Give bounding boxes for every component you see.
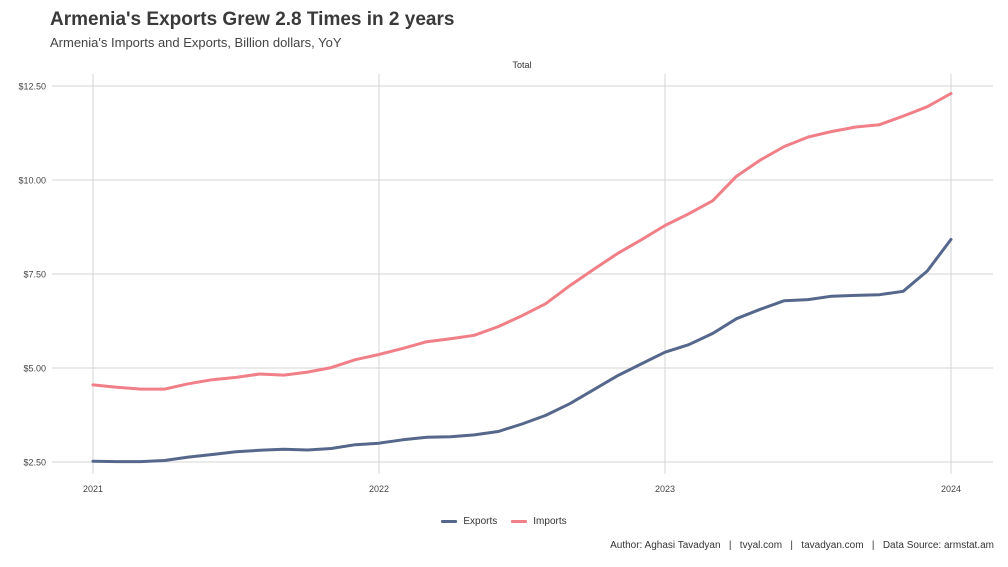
series-line-imports <box>91 92 953 391</box>
series-line-exports <box>91 237 953 464</box>
y-tick-label: $2.50 <box>23 458 46 468</box>
caption: Author: Aghasi Tavadyan | tvyal.com | ta… <box>610 540 994 551</box>
facet-label: Total <box>512 60 531 70</box>
legend-item-imports: Imports <box>511 516 567 527</box>
x-tick-label: 2024 <box>941 484 961 494</box>
legend-swatch-imports <box>511 520 528 523</box>
legend-swatch-exports <box>441 520 458 523</box>
legend-label-imports: Imports <box>533 516 567 527</box>
x-tick-label: 2021 <box>83 484 103 494</box>
x-tick-label: 2023 <box>655 484 675 494</box>
legend: Exports Imports <box>0 516 1008 527</box>
y-tick-label: $7.50 <box>23 270 46 280</box>
y-tick-label: $10.00 <box>18 176 46 186</box>
x-tick-label: 2022 <box>369 484 389 494</box>
series-layer <box>91 92 953 464</box>
chart-subtitle: Armenia's Imports and Exports, Billion d… <box>50 35 342 50</box>
grid-layer <box>52 74 993 474</box>
axis-layer: $2.50 $5.00 $7.50 $10.00 $12.50 2021 2022 2023 2… <box>18 82 961 495</box>
legend-item-exports: Exports <box>441 516 497 527</box>
chart-title: Armenia's Exports Grew 2.8 Times in 2 ye… <box>50 9 455 30</box>
legend-label-exports: Exports <box>463 516 498 527</box>
y-tick-label: $5.00 <box>23 364 46 374</box>
y-tick-label: $12.50 <box>18 82 46 92</box>
